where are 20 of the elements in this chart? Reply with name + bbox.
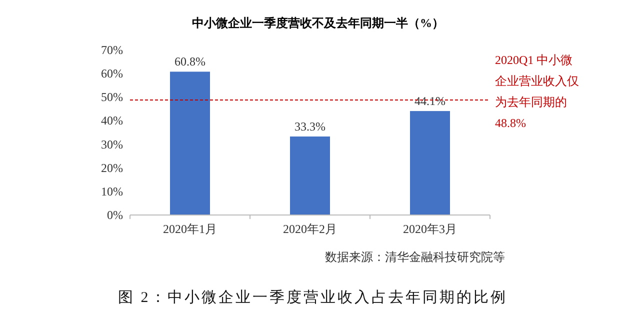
ref-label: 企业营业收入仅 [495, 74, 579, 88]
y-tick-label: 70% [101, 43, 123, 57]
x-tick-label: 2020年2月 [283, 222, 337, 236]
y-tick-label: 50% [101, 90, 123, 104]
y-tick-label: 30% [101, 137, 123, 152]
ref-label: 2020Q1 中小微 [495, 53, 573, 67]
x-tick-label: 2020年3月 [403, 222, 457, 236]
ref-label: 48.8% [495, 116, 526, 130]
x-tick-label: 2020年1月 [163, 222, 217, 236]
source-note: 数据来源：清华金融科技研究院等 [325, 250, 505, 264]
y-tick-label: 0% [107, 208, 123, 222]
y-tick-label: 40% [101, 114, 123, 128]
y-tick-label: 20% [101, 160, 123, 175]
data-label: 60.8% [174, 54, 206, 69]
title: 中小微企业一季度营收不及去年同期一半（%） [192, 16, 444, 30]
y-tick-label: 60% [101, 66, 123, 81]
ref-label: 为去年同期的 [495, 95, 567, 109]
data-label: 33.3% [294, 120, 326, 134]
y-tick-label: 10% [101, 184, 123, 198]
caption: 图 2：中小微企业一季度营业收入占去年同期的比例 [118, 289, 508, 306]
